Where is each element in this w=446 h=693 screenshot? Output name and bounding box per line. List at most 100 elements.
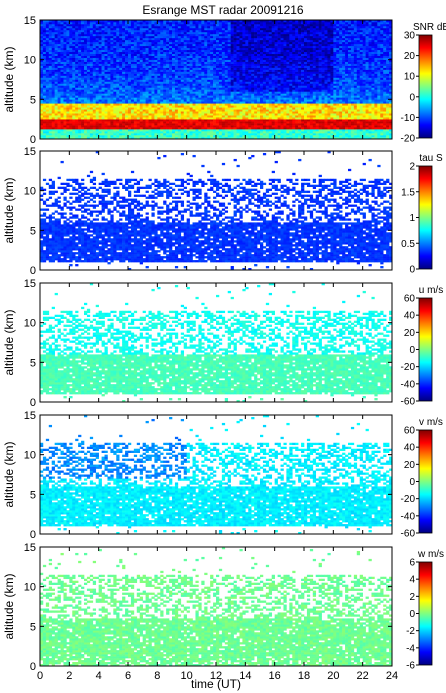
heatmap-cell [119,73,123,76]
heatmap-cell [133,55,138,58]
heatmap-cell [51,49,55,53]
heatmap-cell [174,121,179,124]
heatmap-cell [186,97,190,100]
heatmap-cell [224,25,229,29]
heatmap-cell [122,101,126,104]
heatmap-cell [218,23,223,27]
heatmap-cell [95,91,99,94]
heatmap-cell [75,97,79,100]
heatmap-cell [78,105,82,108]
heatmap-cell [89,113,94,116]
heatmap-cell [218,79,223,82]
heatmap-cell [54,59,58,62]
heatmap-cell [201,75,205,78]
heatmap-cell [66,57,70,60]
heatmap-cell [213,85,217,88]
heatmap-cell [92,89,97,92]
heatmap-cell [201,81,205,84]
heatmap-cell [148,53,152,56]
heatmap-cell [257,111,261,114]
heatmap-cell [192,23,196,27]
heatmap-cell [128,83,132,86]
heatmap-cell [169,107,173,110]
heatmap-cell [195,59,199,62]
heatmap-cell [172,87,176,90]
heatmap-cell [75,51,79,55]
heatmap-cell [174,33,179,37]
heatmap-cell [60,117,64,120]
heatmap-cell [277,127,281,130]
heatmap-cell [116,117,120,120]
heatmap-cell [221,97,226,100]
heatmap-cell [254,57,258,60]
heatmap-cell [113,89,117,92]
heatmap-cell [160,113,164,116]
heatmap-cell [268,123,273,126]
heatmap-cell [274,47,278,51]
heatmap-cell [63,77,67,80]
heatmap-cell [221,81,226,84]
heatmap-cell [227,79,231,82]
heatmap-cell [81,67,85,70]
heatmap-cell [42,129,47,132]
heatmap-cell [260,29,264,33]
heatmap-cell [78,119,82,122]
heatmap-cell [101,23,105,27]
heatmap-cell [257,129,261,132]
heatmap-cell [248,129,252,132]
heatmap-cell [268,111,273,114]
heatmap-cell [66,101,70,104]
heatmap-cell [42,45,47,49]
heatmap-cell [189,55,193,58]
heatmap-cell [169,43,173,47]
heatmap-cell [239,67,243,70]
heatmap-cell [128,29,132,33]
heatmap-cell [54,33,58,37]
heatmap-cell [122,65,126,68]
heatmap-cell [42,109,47,112]
heatmap-cell [177,99,182,102]
heatmap-cell [128,27,132,31]
heatmap-cell [122,109,126,112]
heatmap-cell [63,23,67,27]
heatmap-cell [166,43,170,47]
heatmap-cell [198,101,202,104]
heatmap-cell [92,43,97,47]
heatmap-cell [54,39,58,43]
heatmap-cell [122,21,126,25]
heatmap-cell [210,47,214,51]
heatmap-cell [248,87,252,90]
heatmap-cell [166,81,170,84]
heatmap-cell [177,63,182,66]
heatmap-cell [113,119,117,122]
heatmap-cell [280,83,284,86]
heatmap-cell [148,81,152,84]
heatmap-cell [177,77,182,80]
heatmap-cell [207,115,211,118]
heatmap-cell [42,91,47,94]
heatmap-cell [66,89,70,92]
heatmap-cell [172,31,176,35]
heatmap-cell [63,31,67,35]
heatmap-cell [142,109,146,112]
heatmap-cell [48,121,53,124]
heatmap-cell [198,71,202,74]
heatmap-cell [227,31,231,35]
heatmap-cell [119,105,123,108]
heatmap-cell [154,89,158,92]
heatmap-cell [257,89,261,92]
heatmap-cell [262,113,267,116]
heatmap-cell [277,137,281,140]
heatmap-cell [277,23,281,27]
heatmap-cell [245,103,249,106]
heatmap-cell [107,61,111,64]
heatmap-cell [130,41,135,45]
heatmap-cell [274,111,278,114]
heatmap-cell [198,45,202,49]
heatmap-cell [242,79,246,82]
heatmap-cell [174,71,179,74]
heatmap-cell [145,107,149,110]
heatmap-cell [204,51,208,55]
heatmap-cell [280,125,284,128]
heatmap-cell [92,121,97,124]
